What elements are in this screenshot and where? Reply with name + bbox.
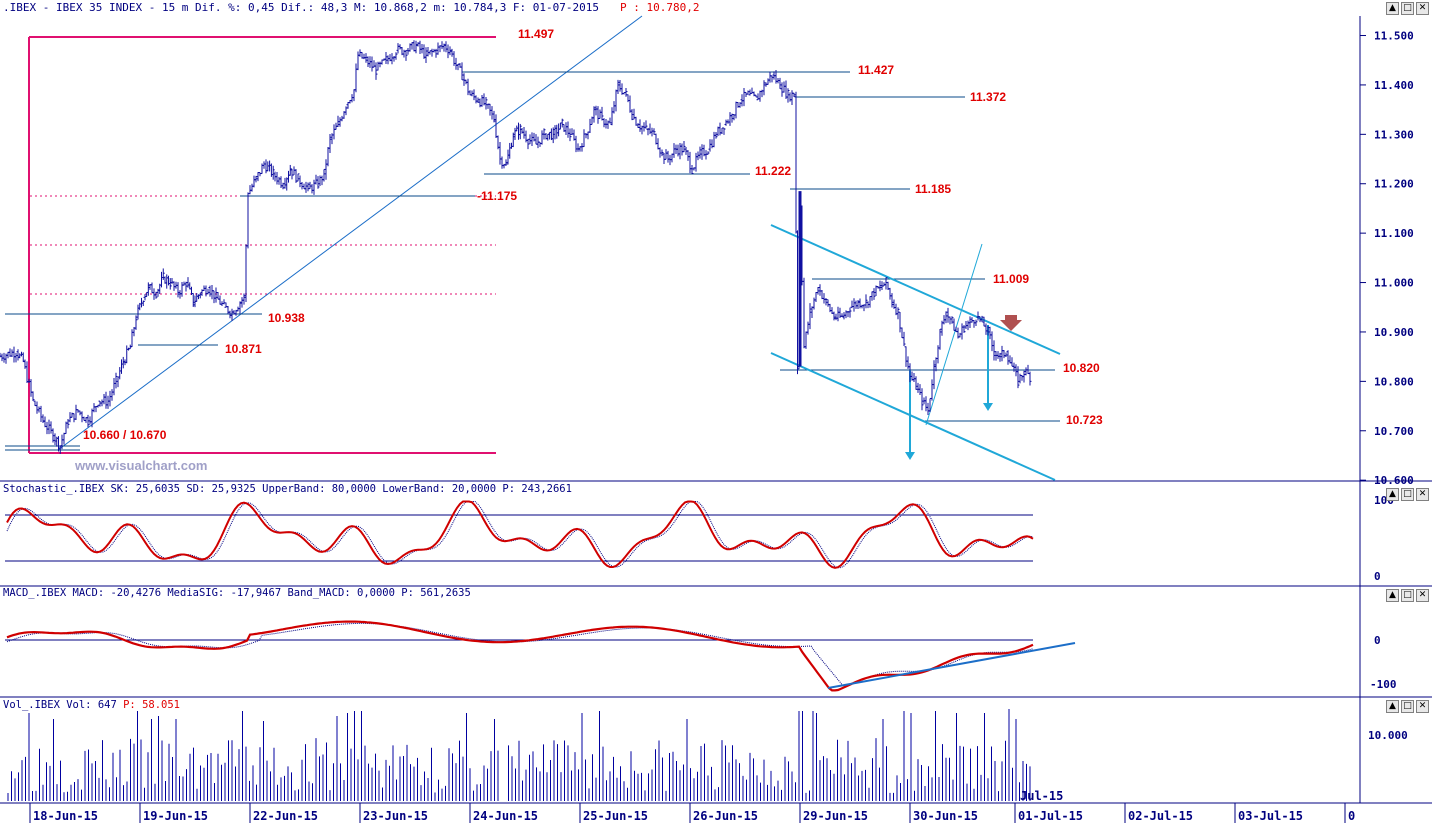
volume-axis: 10.000 (1368, 729, 1408, 742)
macd-tick-label: 0 (1374, 634, 1381, 647)
price-channel (770, 224, 1061, 481)
pane-raise-button[interactable]: ▲ (1386, 700, 1399, 713)
x-tick-label: 18-Jun-15 (33, 809, 98, 823)
stochastic-sd-line (6, 501, 1034, 569)
macd-axis: 0 -100 (1370, 634, 1397, 691)
x-tick-label: 24-Jun-15 (473, 809, 538, 823)
level-label: 11.222 (755, 164, 791, 178)
arrow-head-2 (983, 403, 993, 411)
macd-title: MACD_.IBEX MACD: -20,4276 MediaSIG: -17,… (3, 587, 471, 599)
cursor-date-label: Jul-15 (1020, 789, 1063, 803)
level-label: -11.175 (477, 189, 517, 203)
price-tick-label: 10.900 (1374, 326, 1414, 339)
price-axis: 11.500 11.400 11.300 11.200 11.100 11.000 10.9… (1360, 30, 1414, 487)
pane-maximize-button[interactable]: □ (1401, 2, 1414, 15)
down-arrow-icon (1000, 315, 1022, 331)
x-tick-label: 26-Jun-15 (693, 809, 758, 823)
volume-tick-label: 10.000 (1368, 729, 1408, 742)
level-label: 10.938 (268, 311, 305, 325)
fib-lines (30, 195, 496, 295)
level-label: 11.185 (915, 182, 951, 196)
pane-raise-button[interactable]: ▲ (1386, 589, 1399, 602)
stochastic-bands (5, 514, 1033, 562)
level-labels: 11.497 11.427 11.372 11.222 11.185 -11.175 11.… (83, 27, 1103, 442)
price-tick-label: 11.500 (1374, 30, 1414, 43)
x-tick-label: 19-Jun-15 (143, 809, 208, 823)
level-label: 10.723 (1066, 413, 1103, 427)
volume-title: Vol_.IBEX Vol: 647 P: 58.051 (3, 699, 180, 711)
level-lines (5, 71, 1060, 451)
last-price-header: P : 10.780,2 (620, 1, 699, 14)
pane-close-button[interactable]: ✕ (1416, 2, 1429, 15)
price-tick-label: 11.400 (1374, 79, 1414, 92)
price-tick-label: 10.600 (1374, 474, 1414, 487)
price-tick-label: 11.000 (1374, 277, 1414, 290)
x-tick-label: 25-Jun-15 (583, 809, 648, 823)
stochastic-title: Stochastic_.IBEX SK: 25,6035 SD: 25,9325… (3, 483, 572, 495)
pane-maximize-button[interactable]: □ (1401, 589, 1414, 602)
macd-line (6, 620, 1034, 692)
level-label: 11.372 (970, 90, 1006, 104)
macd-support-trendline (827, 642, 1076, 689)
pane-raise-button[interactable]: ▲ (1386, 488, 1399, 501)
pane-frames (0, 16, 1432, 804)
level-label: 10.660 / 10.670 (83, 428, 167, 442)
level-label: 11.009 (993, 272, 1029, 286)
x-tick-label: 29-Jun-15 (803, 809, 868, 823)
macd-tick-label: -100 (1370, 678, 1397, 691)
x-tick-label: 02-Jul-15 (1128, 809, 1193, 823)
date-axis: 18-Jun-15 19-Jun-15 22-Jun-15 23-Jun-15 24-J… (29, 789, 1355, 823)
price-tick-label: 11.100 (1374, 227, 1414, 240)
channel-trendline (925, 243, 983, 426)
price-series (0, 40, 1032, 454)
price-tick-label: 10.700 (1374, 425, 1414, 438)
x-tick-label: 0 (1348, 809, 1355, 823)
price-tick-label: 11.200 (1374, 178, 1414, 191)
level-label: 10.820 (1063, 361, 1100, 375)
main-trendline (57, 15, 643, 451)
x-tick-label: 03-Jul-15 (1238, 809, 1303, 823)
macd-signal-line (6, 622, 1034, 688)
volume-bars (7, 709, 1031, 801)
pane-maximize-button[interactable]: □ (1401, 700, 1414, 713)
pane-close-button[interactable]: ✕ (1416, 488, 1429, 501)
watermark: www.visualchart.com (74, 458, 207, 473)
level-label: 11.497 (518, 27, 554, 41)
pane-close-button[interactable]: ✕ (1416, 700, 1429, 713)
pane-raise-button[interactable]: ▲ (1386, 2, 1399, 15)
pane-maximize-button[interactable]: □ (1401, 488, 1414, 501)
x-tick-label: 30-Jun-15 (913, 809, 978, 823)
x-tick-label: 22-Jun-15 (253, 809, 318, 823)
x-tick-label: 01-Jul-15 (1018, 809, 1083, 823)
range-box (28, 36, 496, 454)
stochastic-tick-label: 0 (1374, 570, 1381, 583)
measure-arrows (909, 325, 989, 455)
level-label: 11.427 (858, 63, 894, 77)
chart-header: .IBEX - IBEX 35 INDEX - 15 m Dif. %: 0,4… (3, 1, 599, 14)
price-tick-label: 10.800 (1374, 375, 1414, 388)
price-tick-label: 11.300 (1374, 128, 1414, 141)
arrow-head-1 (905, 452, 915, 460)
pane-close-button[interactable]: ✕ (1416, 589, 1429, 602)
x-tick-label: 23-Jun-15 (363, 809, 428, 823)
level-label: 10.871 (225, 342, 262, 356)
stochastic-sk-line (6, 500, 1034, 569)
